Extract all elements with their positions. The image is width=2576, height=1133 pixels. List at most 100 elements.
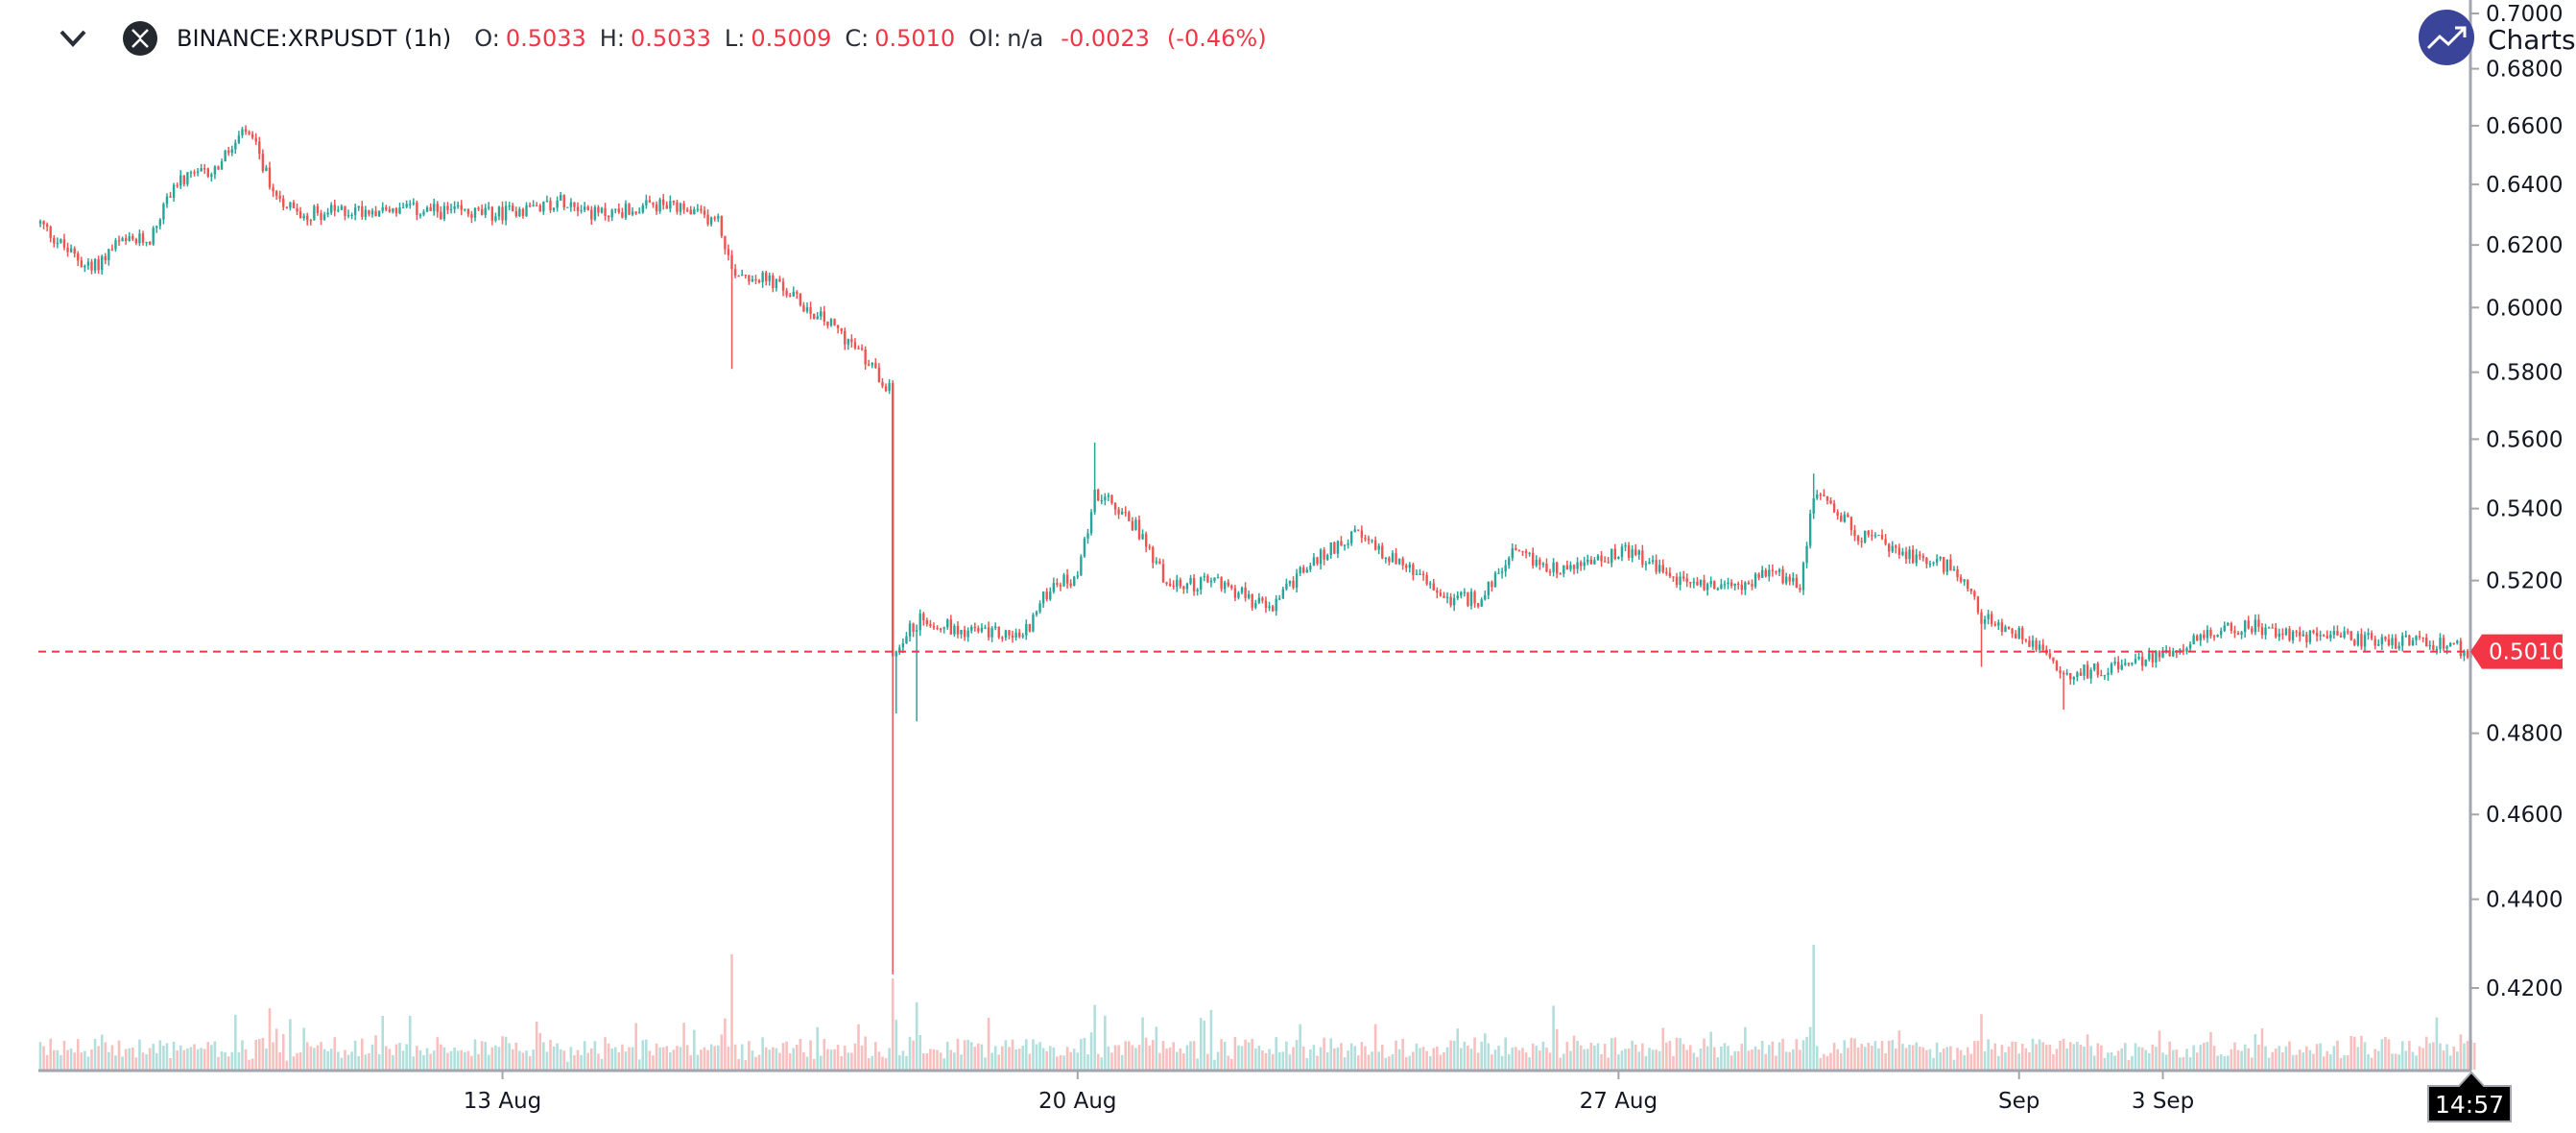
- volume-bar: [1244, 1039, 1247, 1070]
- candle-body: [501, 206, 504, 221]
- candle-body: [1729, 582, 1733, 587]
- volume-bar: [2332, 1046, 2336, 1070]
- volume-bar: [2127, 1059, 2131, 1070]
- candle-body: [313, 205, 316, 221]
- volume-bar: [1491, 1054, 1493, 1070]
- candle-body: [1997, 622, 2000, 626]
- volume-bar: [1545, 1048, 1548, 1070]
- price-tick-label: 0.4800: [2486, 722, 2563, 747]
- oi-value: n/a: [1007, 25, 1044, 52]
- candle-body: [1761, 569, 1764, 578]
- volume-bar: [1421, 1047, 1425, 1070]
- volume-bar: [1777, 1042, 1781, 1070]
- candle-body: [2065, 673, 2068, 675]
- candle-body: [1799, 588, 1801, 591]
- volume-bar: [1257, 1046, 1261, 1070]
- candle-body: [765, 272, 768, 281]
- volume-bar: [2100, 1045, 2103, 1070]
- candle-body: [333, 205, 336, 211]
- candle-body: [860, 348, 864, 350]
- volume-bar: [775, 1048, 778, 1070]
- volume-bar: [829, 1049, 833, 1070]
- candle-body: [2380, 637, 2384, 644]
- candle-body: [1880, 535, 1884, 540]
- volume-bar: [634, 1023, 637, 1070]
- volume-bar: [2175, 1049, 2179, 1070]
- candle-body: [751, 278, 754, 282]
- volume-bar: [1439, 1054, 1443, 1070]
- candle-body: [1347, 542, 1349, 545]
- volume-bar: [925, 1053, 929, 1070]
- volume-bar: [442, 1047, 446, 1070]
- candle-body: [2240, 632, 2243, 636]
- candle-body: [1757, 573, 1760, 578]
- volume-bar: [422, 1054, 425, 1070]
- volume-bar: [152, 1044, 155, 1070]
- candle-body: [93, 259, 97, 271]
- candle-body: [1240, 587, 1244, 593]
- volume-bar: [2448, 1055, 2452, 1070]
- candle-body: [1579, 562, 1583, 566]
- chevron-down-icon[interactable]: [54, 19, 92, 58]
- volume-bar: [1836, 1049, 1839, 1070]
- volume-bar: [1285, 1041, 1288, 1070]
- candle-body: [1939, 557, 1942, 559]
- candle-body: [617, 208, 621, 213]
- volume-bar: [1600, 1054, 1603, 1070]
- time-axis[interactable]: 13 Aug 20 Aug 27 Aug Sep 3 Sep: [464, 1071, 2194, 1114]
- volume-bar: [1956, 1048, 1959, 1070]
- candle-body: [440, 211, 442, 220]
- volume-bar: [2284, 1046, 2288, 1070]
- volume-bar: [1261, 1050, 1264, 1070]
- candle-body: [316, 205, 320, 213]
- volume-bar: [1651, 1049, 1655, 1070]
- volume-bar: [1712, 1047, 1716, 1070]
- candle-body: [1155, 561, 1158, 564]
- candle-body: [2134, 659, 2137, 663]
- volume-bar: [2041, 1042, 2044, 1070]
- candle-body: [1919, 554, 1921, 557]
- candle-body: [433, 204, 436, 211]
- candle-body: [357, 205, 360, 208]
- candle-body: [1555, 562, 1559, 574]
- candle-body: [1840, 516, 1843, 522]
- low-value: 0.5009: [751, 25, 832, 52]
- price-tick-label: 0.6800: [2486, 58, 2563, 83]
- candle-body: [1709, 581, 1712, 585]
- volume-bar: [1107, 1046, 1110, 1070]
- brand-logo[interactable]: [2419, 10, 2474, 65]
- volume-bar: [1096, 1053, 1100, 1070]
- price-tick-label: 0.5400: [2486, 497, 2563, 522]
- volume-bar: [720, 1034, 724, 1070]
- volume-bar: [320, 1041, 322, 1070]
- volume-bar: [1692, 1052, 1696, 1070]
- volume-bar: [1904, 1048, 1908, 1070]
- volume-bar: [1901, 1044, 1904, 1070]
- candle-body: [1209, 580, 1213, 583]
- candle-body: [1823, 494, 1825, 496]
- volume-bar: [1080, 1039, 1083, 1070]
- volume-bar: [761, 1037, 764, 1070]
- volume-bar: [1469, 1049, 1473, 1070]
- candle-body: [1161, 564, 1165, 583]
- volume-bar: [2068, 1042, 2072, 1070]
- volume-bar: [2028, 1052, 2031, 1070]
- candle-body: [2219, 630, 2223, 636]
- volume-bar: [100, 1034, 104, 1070]
- candle-body: [2172, 651, 2175, 657]
- volume-bar: [189, 1047, 193, 1070]
- volume-bar: [2072, 1044, 2076, 1070]
- candle-body: [796, 291, 799, 294]
- price-axis[interactable]: 0.7000 0.6800 0.6600 0.6400 0.6200 0.6000 0.58…: [2470, 2, 2563, 1001]
- candle-body: [706, 214, 709, 225]
- volume-bar: [1467, 1045, 1469, 1070]
- candle-body: [456, 205, 460, 206]
- candle-body: [504, 205, 508, 221]
- candle-body: [1032, 615, 1035, 632]
- volume-bar: [1631, 1040, 1634, 1070]
- volume-bar: [1757, 1049, 1760, 1070]
- volume-bar: [1928, 1049, 1932, 1070]
- candle-body: [621, 212, 624, 218]
- candle-body: [1987, 614, 1990, 620]
